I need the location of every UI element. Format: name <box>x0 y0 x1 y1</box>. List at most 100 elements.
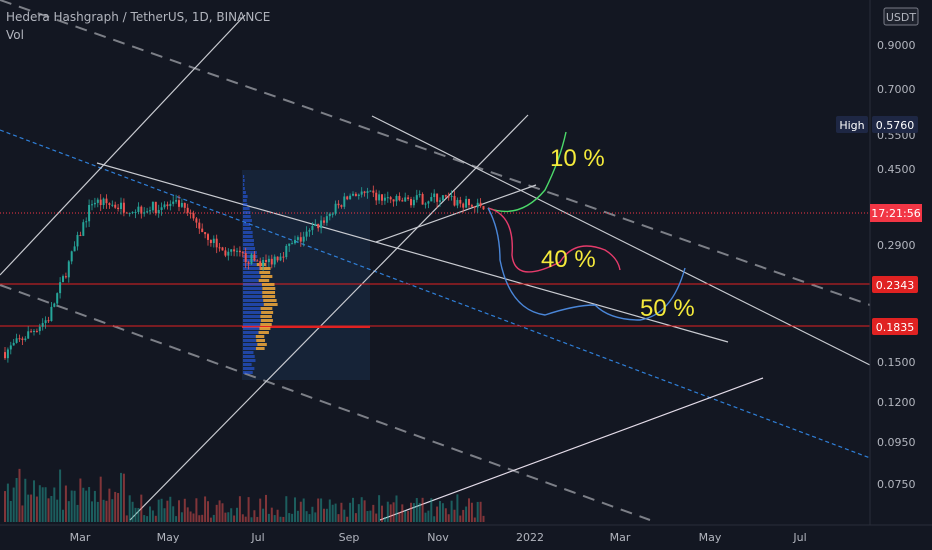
candle-body <box>134 211 137 213</box>
vp-bar-highlight <box>256 263 266 266</box>
volume-bar <box>70 490 73 522</box>
candle-body <box>366 191 369 193</box>
candle-body <box>85 221 88 223</box>
vp-bar <box>243 199 247 202</box>
vp-bar <box>243 183 245 186</box>
annotation-40pct: 40 % <box>541 246 596 273</box>
volume-bar <box>230 508 233 522</box>
candle-body <box>166 204 169 207</box>
candle-body <box>233 249 236 252</box>
candle-body <box>462 203 465 208</box>
candle-body <box>369 190 372 192</box>
candle-body <box>328 213 331 217</box>
vp-bar <box>243 371 253 374</box>
vp-bar <box>243 271 260 274</box>
candle-body <box>201 228 204 233</box>
volume-bar <box>395 495 398 522</box>
candle-body <box>221 247 224 251</box>
candle-body <box>282 256 285 258</box>
volume-bar <box>67 501 70 522</box>
volume-bar <box>207 501 209 522</box>
annotation-10pct: 10 % <box>550 145 605 172</box>
price-axis[interactable] <box>870 0 932 525</box>
volume-bar <box>160 498 163 522</box>
vp-bar <box>243 343 258 346</box>
candle-body <box>314 223 317 226</box>
time-axis[interactable] <box>0 525 932 550</box>
vp-bar-highlight <box>259 327 271 330</box>
projection-paths <box>487 131 686 321</box>
candle-body <box>102 198 105 206</box>
volume-bar <box>291 513 294 522</box>
volume-bar <box>218 500 221 522</box>
candle-body <box>88 204 91 222</box>
volume-bar <box>450 500 453 522</box>
vp-bar <box>243 287 263 290</box>
volume-bar <box>363 500 366 522</box>
volume-bar <box>299 501 302 522</box>
vp-bar-highlight <box>260 315 272 318</box>
vp-bar <box>243 299 264 302</box>
volume-bar <box>186 507 189 522</box>
candle-body <box>180 203 183 207</box>
candle-body <box>270 258 273 265</box>
vp-bar-highlight <box>256 339 266 342</box>
vp-bar <box>243 203 248 206</box>
price-tick-label: 0.2900 <box>877 239 916 252</box>
vp-bar <box>243 187 245 190</box>
volume-bar <box>131 501 134 522</box>
price-tick-label: 0.0750 <box>877 478 916 491</box>
vp-bar-highlight <box>263 303 278 306</box>
volume-bar <box>157 499 160 522</box>
candle-body <box>91 204 93 206</box>
vp-bar <box>243 339 257 342</box>
volume-bar <box>140 494 143 522</box>
volume-bar <box>305 511 308 522</box>
channel-upper-dashed <box>0 0 871 306</box>
candle-body <box>143 212 146 214</box>
vp-bar <box>243 231 253 234</box>
candle-body <box>363 191 366 193</box>
plot-area <box>0 0 870 525</box>
time-tick-label: 2022 <box>516 531 544 544</box>
volume-bar <box>172 506 175 522</box>
time-tick-label: Nov <box>427 531 449 544</box>
candle-body <box>64 276 67 278</box>
candle-body <box>21 338 24 340</box>
candle-body <box>244 253 247 263</box>
currency-badge[interactable]: USDT <box>883 7 919 26</box>
volume-bar <box>389 504 392 522</box>
candle-body <box>186 207 189 213</box>
candle-body <box>395 195 398 202</box>
candle-body <box>352 193 354 196</box>
vp-bar-highlight <box>258 279 270 282</box>
volume-bar <box>44 487 47 522</box>
volume-bar <box>96 501 99 522</box>
volume-bar <box>238 496 241 522</box>
volume-bar <box>108 488 111 522</box>
candle-body <box>357 194 360 196</box>
candle-body <box>44 320 47 324</box>
candle-body <box>459 199 462 204</box>
candle-body <box>140 206 143 214</box>
volume-bar <box>354 513 357 522</box>
vp-bar <box>243 211 251 214</box>
volume-bar <box>407 511 410 522</box>
candle-body <box>386 197 389 199</box>
volume-bar <box>323 508 325 522</box>
vp-bar <box>243 319 261 322</box>
svg-text:17:21:56: 17:21:56 <box>871 207 920 220</box>
projection-40pct <box>487 207 621 273</box>
vp-bar <box>243 275 261 278</box>
candle-body <box>183 203 186 208</box>
candle-body <box>337 203 340 206</box>
vp-bar <box>243 335 256 338</box>
volume-bar <box>349 502 352 522</box>
candle-body <box>15 338 18 343</box>
vp-bar <box>243 291 263 294</box>
volume-bar <box>279 516 282 522</box>
candle-body <box>38 326 41 332</box>
volume-bar <box>56 499 59 522</box>
volume-bar <box>479 501 482 522</box>
